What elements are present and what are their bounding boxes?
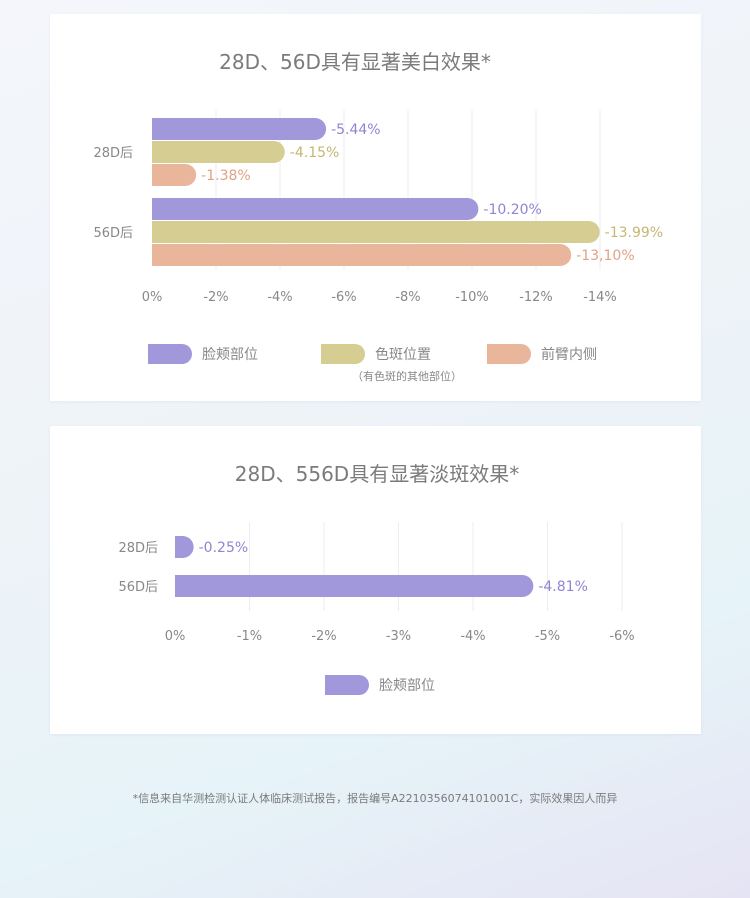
whitening-chart-card: 28D、56D具有显著美白效果* 0% -2% -4% -6% -8% -10% -12% -1… xyxy=(50,14,701,401)
legend-swatch xyxy=(487,344,531,364)
spot-fading-chart-card: 28D、556D具有显著淡斑效果* 0% -1% -2% -3% -4% -5% -6% 28D… xyxy=(50,426,701,734)
bar xyxy=(152,118,327,140)
x-tick-label: -2% xyxy=(311,629,336,644)
bar xyxy=(152,244,572,266)
data-label: -13,10% xyxy=(576,248,634,264)
x-tick-label: -14% xyxy=(583,290,617,305)
x-tick-label: -6% xyxy=(609,629,634,644)
x-tick-label: -8% xyxy=(395,290,420,305)
bar xyxy=(152,164,197,186)
legend-swatch xyxy=(148,344,192,364)
spot-fading-chart: 28D、556D具有显著淡斑效果* 0% -1% -2% -3% -4% -5% -6% 28D… xyxy=(118,462,635,695)
x-tick-label: -1% xyxy=(237,629,262,644)
chart-title: 28D、56D具有显著美白效果* xyxy=(219,50,491,74)
data-label: -5.44% xyxy=(331,122,381,138)
x-tick-label: 0% xyxy=(142,290,163,305)
whitening-chart: 28D、56D具有显著美白效果* 0% -2% -4% -6% -8% -10% -12% -1… xyxy=(93,50,663,383)
bar xyxy=(152,221,600,243)
category-label: 28D后 xyxy=(118,541,158,556)
x-tick-label: -2% xyxy=(203,290,228,305)
category-label: 56D后 xyxy=(118,580,158,595)
data-label: -4.81% xyxy=(538,579,588,595)
legend-label: 脸颊部位 xyxy=(379,678,435,694)
data-label: -0.25% xyxy=(199,540,249,556)
x-tick-label: -4% xyxy=(460,629,485,644)
legend-label: 脸颊部位 xyxy=(202,347,258,363)
chart-title: 28D、556D具有显著淡斑效果* xyxy=(235,462,519,486)
x-tick-label: -5% xyxy=(535,629,560,644)
x-tick-label: -10% xyxy=(455,290,489,305)
x-tick-label: -3% xyxy=(386,629,411,644)
x-tick-label: -12% xyxy=(519,290,553,305)
x-tick-label: -4% xyxy=(267,290,292,305)
legend-swatch xyxy=(325,675,369,695)
category-label: 28D后 xyxy=(93,146,133,161)
legend-swatch xyxy=(321,344,365,364)
legend-label: 前臂内侧 xyxy=(541,346,597,363)
bar xyxy=(175,575,534,597)
category-label: 56D后 xyxy=(93,226,133,241)
legend-note: （有色斑的其他部位） xyxy=(352,369,462,383)
bar xyxy=(152,141,285,163)
footnote: *信息来自华测检测认证人体临床测试报告，报告编号A221035607410100… xyxy=(132,792,618,805)
data-label: -10.20% xyxy=(483,202,541,218)
x-tick-label: -6% xyxy=(331,290,356,305)
legend-label: 色斑位置 xyxy=(375,346,431,363)
data-label: -4.15% xyxy=(290,145,340,161)
data-label: -1.38% xyxy=(201,168,251,184)
x-tick-label: 0% xyxy=(165,629,186,644)
data-label: -13.99% xyxy=(605,225,663,241)
bar xyxy=(152,198,479,220)
bar xyxy=(175,536,194,558)
